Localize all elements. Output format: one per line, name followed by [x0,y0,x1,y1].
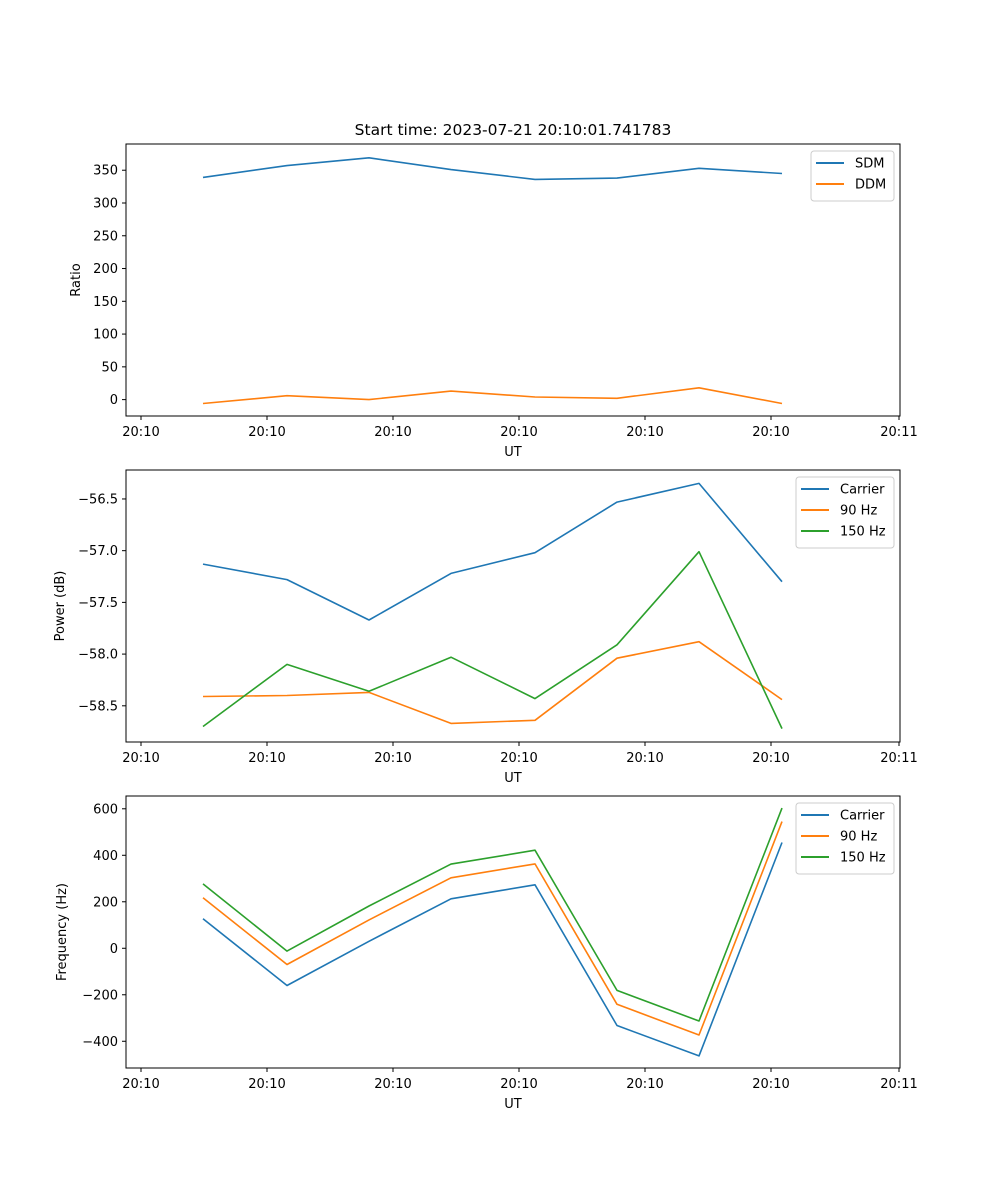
x-tick-label: 20:10 [752,1077,789,1092]
legend-label: 150 Hz [840,525,886,540]
x-tick-label: 20:10 [752,425,789,440]
series-line-150-hz [202,807,783,1022]
y-tick-label: 300 [93,196,118,211]
x-tick-label: 20:10 [752,751,789,766]
x-tick-label: 20:10 [248,1077,285,1092]
y-tick-label: 400 [93,849,118,864]
y-tick-label: 350 [93,164,118,179]
subplot-3: 20:10 20:10 20:10 20:10 20:10 20:10 20:11 UT −40… [55,795,918,1112]
x-tick-label: 20:10 [626,425,663,440]
y-tick-label: 0 [110,393,118,408]
x-tick-label: 20:10 [500,751,537,766]
x-tick-label: 20:10 [122,1077,159,1092]
x-tick-label: 20:10 [374,425,411,440]
x-tick-label: 20:10 [626,1077,663,1092]
x-tick-label: 20:10 [500,1077,537,1092]
series-line-90-hz [202,821,783,1036]
x-tick-label: 20:10 [122,751,159,766]
legend-label: DDM [855,178,886,193]
legend-label: SDM [855,157,884,172]
y-axis-label: Frequency (Hz) [55,883,70,981]
subplot-1: 20:10 20:10 20:10 20:10 20:10 20:10 20:11 UT 0 50… [69,143,918,460]
y-tick-label: 600 [93,802,118,817]
x-tick-label: 20:10 [626,751,663,766]
axes-frame [125,795,901,1069]
series-line-ddm [202,386,783,405]
y-tick-label: 200 [93,895,118,910]
legend: SDM DDM [810,150,895,202]
y-tick-label: −56.5 [78,492,118,507]
legend-label: Carrier [840,809,885,824]
legend-label: 150 Hz [840,851,886,866]
legend-label: 90 Hz [840,830,877,845]
y-tick-label: 0 [110,942,118,957]
y-tick-label: 250 [93,229,118,244]
series-line-carrier [202,482,783,621]
x-tick-label: 20:11 [880,751,917,766]
y-axis-label: Ratio [69,263,84,296]
legend-label: Carrier [840,483,885,498]
y-tick-label: 50 [101,360,118,375]
y-tick-label: −400 [82,1035,118,1050]
y-tick-label: 200 [93,262,118,277]
x-tick-label: 20:10 [500,425,537,440]
series-line-90-hz [202,640,783,725]
legend-label: 90 Hz [840,504,877,519]
y-tick-label: 150 [93,295,118,310]
legend: Carrier 90 Hz 150 Hz [795,476,895,549]
plots: 20:10 20:10 20:10 20:10 20:10 20:10 20:11 UT 0 50… [53,143,918,1112]
y-tick-label: −58.5 [78,699,118,714]
x-tick-label: 20:10 [248,425,285,440]
x-tick-label: 20:11 [880,425,917,440]
y-tick-label: −58.0 [78,648,118,663]
x-tick-label: 20:10 [122,425,159,440]
y-tick-label: 100 [93,328,118,343]
x-axis-label: UT [504,445,522,460]
series-line-sdm [202,157,783,181]
axes-frame [125,143,901,417]
x-axis-label: UT [504,771,522,786]
x-tick-label: 20:11 [880,1077,917,1092]
series-line-150-hz [202,550,783,729]
y-axis-label: Power (dB) [53,571,68,642]
y-tick-label: −57.5 [78,596,118,611]
axes-frame [125,469,901,743]
x-axis-label: UT [504,1097,522,1112]
x-tick-label: 20:10 [248,751,285,766]
figure-title: Start time: 2023-07-21 20:10:01.741783 [355,121,672,139]
y-tick-label: −200 [82,988,118,1003]
series-line-carrier [202,842,783,1057]
x-tick-label: 20:10 [374,1077,411,1092]
x-tick-label: 20:10 [374,751,411,766]
legend: Carrier 90 Hz 150 Hz [795,802,895,875]
y-tick-label: −57.0 [78,544,118,559]
subplot-2: 20:10 20:10 20:10 20:10 20:10 20:10 20:11 UT −58… [53,469,918,786]
